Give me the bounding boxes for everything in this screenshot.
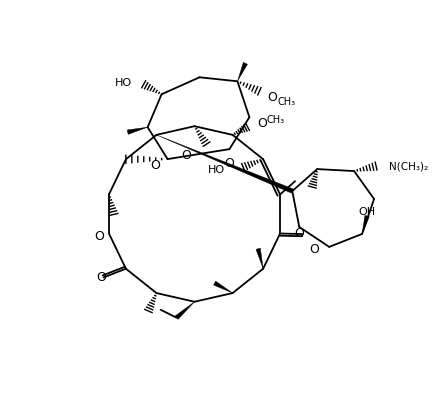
Polygon shape — [256, 249, 263, 269]
Polygon shape — [237, 63, 247, 82]
Text: HO: HO — [208, 165, 225, 175]
Text: O: O — [309, 243, 319, 256]
Polygon shape — [156, 136, 293, 194]
Polygon shape — [362, 216, 369, 234]
Text: O: O — [97, 271, 106, 284]
Text: O: O — [94, 229, 104, 242]
Text: O: O — [267, 91, 277, 103]
Text: O: O — [258, 117, 268, 130]
Text: O: O — [150, 158, 160, 171]
Text: O: O — [294, 227, 304, 239]
Polygon shape — [127, 128, 148, 135]
Text: OH: OH — [359, 207, 376, 217]
Text: O: O — [182, 148, 191, 161]
Text: HO: HO — [115, 78, 132, 88]
Polygon shape — [175, 302, 194, 320]
Polygon shape — [214, 282, 233, 293]
Text: O: O — [224, 157, 234, 170]
Text: CH₃: CH₃ — [267, 115, 285, 125]
Text: CH₃: CH₃ — [277, 97, 296, 107]
Text: N(CH₃)₂: N(CH₃)₂ — [389, 161, 428, 171]
